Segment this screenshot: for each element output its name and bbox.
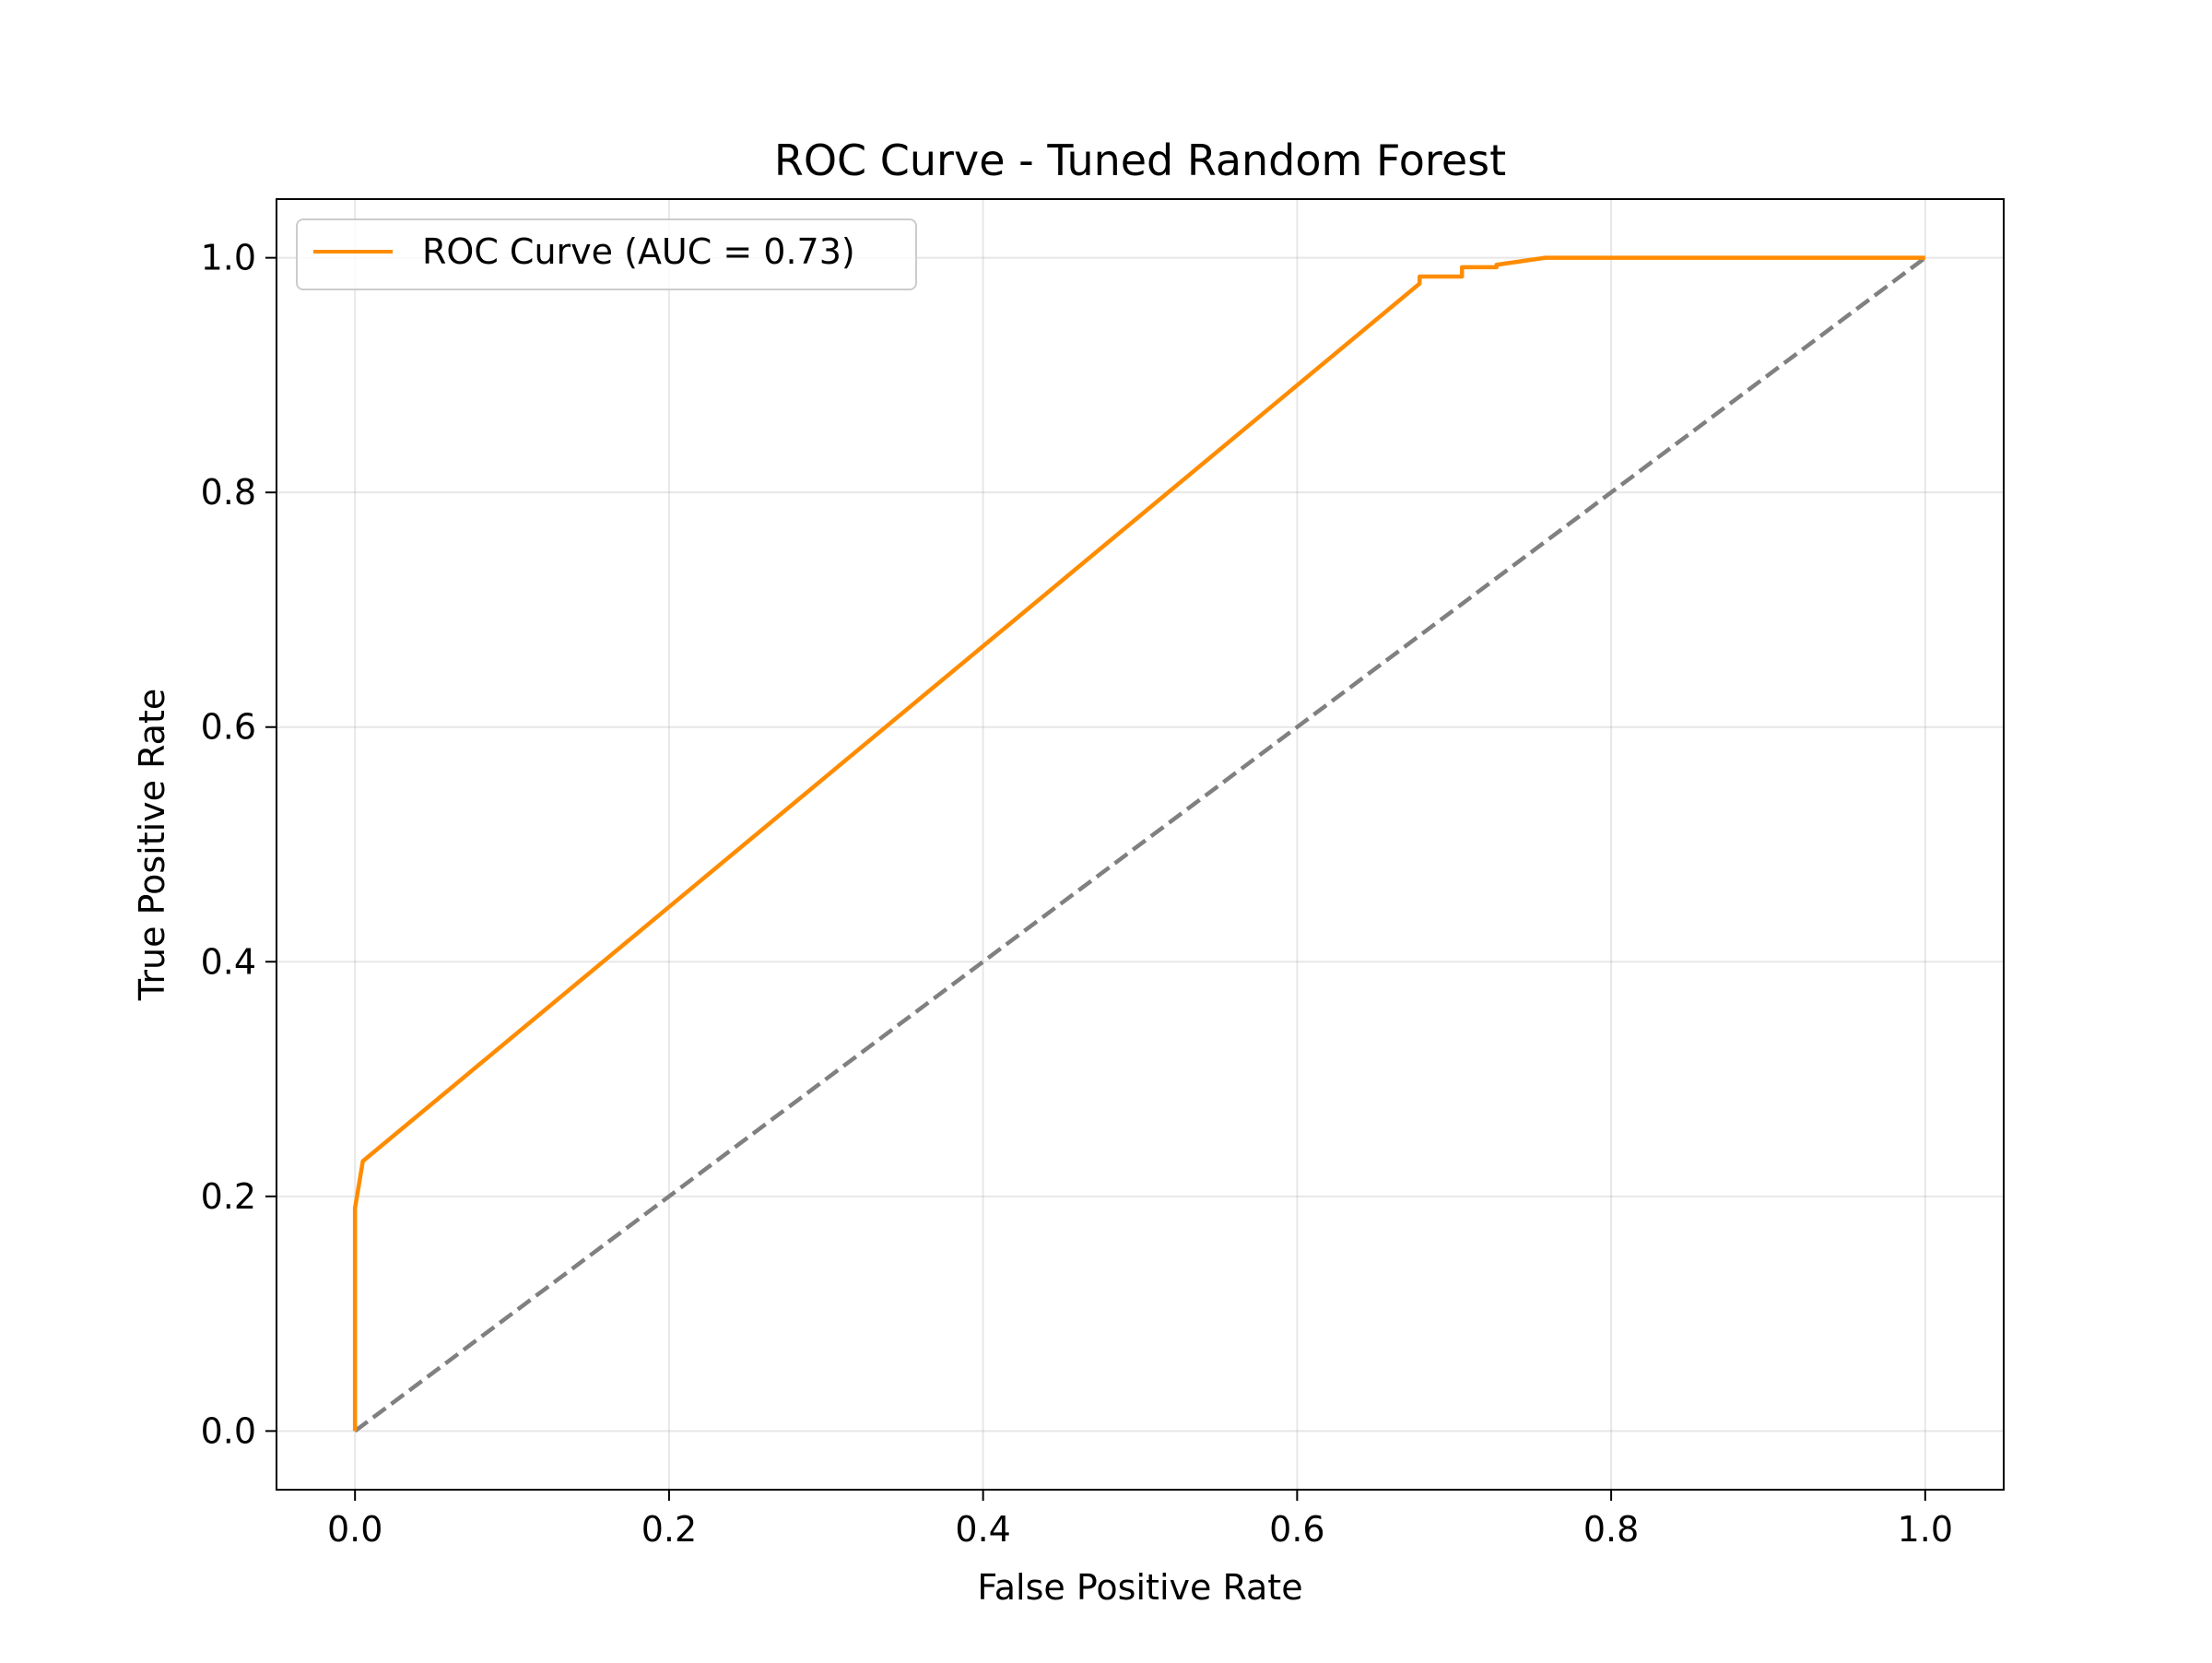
x-tick-label: 0.6 [1269, 1509, 1324, 1550]
series-layer [352, 255, 1927, 1433]
y-axis-label: True Positive Rate [132, 689, 172, 1002]
y-tick-label: 0.2 [201, 1176, 256, 1217]
x-tick-label: 0.0 [327, 1509, 382, 1550]
roc-curve-line [352, 255, 1925, 1432]
x-tick-label: 1.0 [1898, 1509, 1953, 1550]
y-tick-label: 0.6 [201, 707, 256, 748]
legend-box [296, 218, 917, 290]
y-tick-label: 0.4 [201, 941, 256, 982]
x-axis-label: False Positive Rate [977, 1567, 1302, 1608]
y-tick-label: 1.0 [201, 238, 256, 278]
axis-ticks: 0.0 0.2 0.4 0.6 0.8 1.0 0.0 0.2 0.4 0.6 0.8 1.0 [201, 238, 1953, 1550]
y-tick-label: 0.0 [201, 1410, 256, 1451]
plot-frame [276, 198, 2005, 1491]
x-tick-label: 0.2 [641, 1509, 697, 1550]
chart-title: ROC Curve - Tuned Random Forest [774, 136, 1506, 185]
grid [276, 199, 2004, 1490]
chance-diagonal-line [353, 255, 1927, 1433]
y-tick-label: 0.8 [201, 472, 256, 513]
legend: ROC Curve (AUC = 0.73) [296, 218, 917, 290]
legend-label: ROC Curve (AUC = 0.73) [422, 231, 855, 272]
x-tick-label: 0.4 [955, 1509, 1010, 1550]
x-tick-label: 0.8 [1583, 1509, 1639, 1550]
